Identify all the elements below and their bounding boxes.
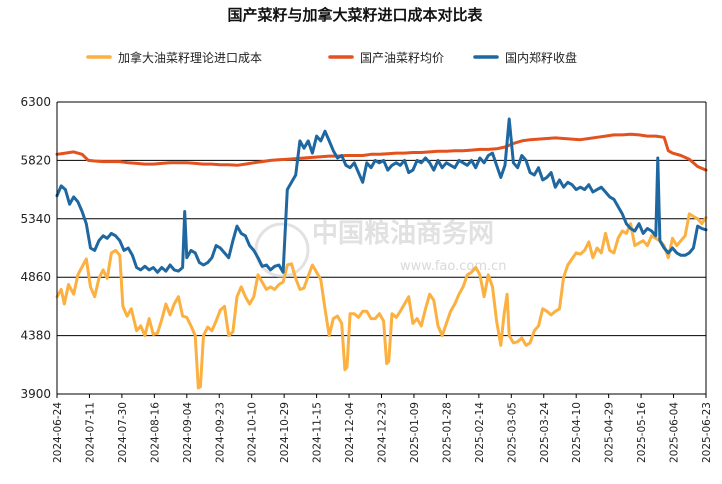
watermark-url: www.fao.com.cn xyxy=(400,259,507,274)
legend-label: 国产油菜籽均价 xyxy=(360,51,444,65)
series-line-2 xyxy=(55,132,708,172)
x-tick-label: 2025-04-29 xyxy=(604,402,616,463)
watermark-logo xyxy=(254,222,310,278)
watermark-text: 中国粮油商务网 xyxy=(312,218,494,249)
y-tick-label: 4860 xyxy=(20,270,51,284)
x-tick-label: 2024-11-15 xyxy=(312,402,324,463)
x-tick-label: 2025-06-04 xyxy=(669,402,681,463)
y-tick-label: 3900 xyxy=(20,387,51,401)
y-tick-label: 5820 xyxy=(20,153,51,167)
x-tick-label: 2025-03-05 xyxy=(506,402,518,463)
y-tick-label: 4380 xyxy=(20,329,51,343)
series-line-3 xyxy=(55,117,708,274)
watermark: 中国粮油商务网 www.fao.com.cn xyxy=(254,218,507,278)
x-tick-label: 2024-09-23 xyxy=(214,402,226,463)
legend-label: 国内郑籽收盘 xyxy=(505,50,577,65)
x-tick-label: 2024-12-23 xyxy=(377,402,389,463)
axes: 3900 4380 4860 5340 5820 6300 2024-06-24 2024-0… xyxy=(20,95,713,463)
x-tick-label: 2024-07-30 xyxy=(117,402,129,463)
chart-title: 国产菜籽与加拿大菜籽进口成本对比表 xyxy=(227,6,483,24)
x-tick-label: 2025-05-16 xyxy=(636,402,648,463)
x-tick-label: 2025-02-14 xyxy=(474,402,486,463)
x-tick-label: 2024-10-10 xyxy=(247,402,259,463)
x-tick-label: 2024-08-16 xyxy=(149,402,161,463)
x-tick-label: 2025-06-23 xyxy=(701,402,713,463)
y-tick-label: 6300 xyxy=(20,95,51,109)
chart-legend: 加拿大油菜籽理论进口成本 国产油菜籽均价 国内郑籽收盘 xyxy=(86,50,577,65)
x-tick-label: 2024-09-04 xyxy=(182,402,194,463)
x-tick-label: 2024-10-29 xyxy=(279,402,291,463)
x-tick-label: 2024-07-11 xyxy=(84,402,96,463)
x-tick-label: 2024-12-04 xyxy=(344,402,356,463)
y-tick-label: 5340 xyxy=(20,212,51,226)
series-layer xyxy=(55,117,708,390)
series-line-1 xyxy=(55,212,708,390)
x-tick-label: 2025-01-09 xyxy=(409,402,421,463)
x-tick-label: 2025-01-28 xyxy=(441,402,453,463)
legend-label: 加拿大油菜籽理论进口成本 xyxy=(118,50,262,65)
x-tick-label: 2024-06-24 xyxy=(52,402,64,463)
x-tick-label: 2025-03-24 xyxy=(539,402,551,463)
x-tick-label: 2025-04-10 xyxy=(571,402,583,463)
